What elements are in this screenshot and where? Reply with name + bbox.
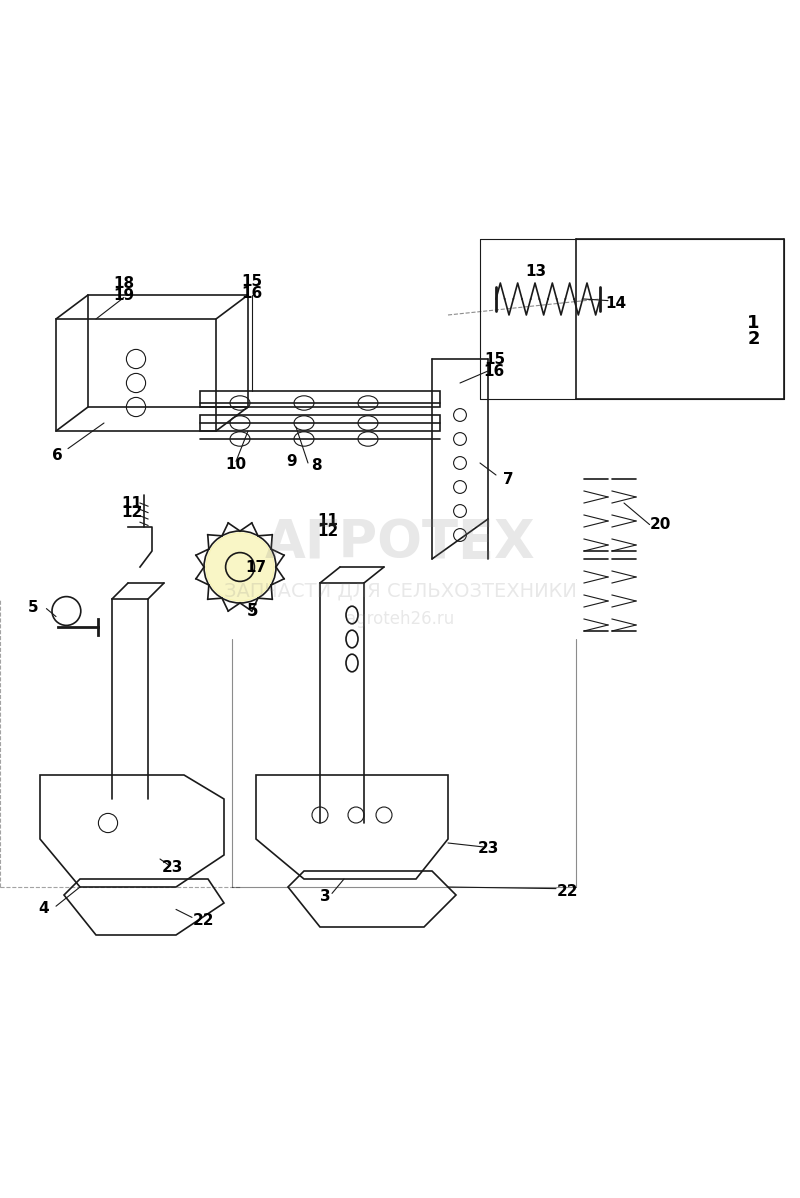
- Text: 22: 22: [194, 913, 214, 928]
- Text: agroteh26.ru: agroteh26.ru: [346, 610, 454, 628]
- Text: 3: 3: [320, 889, 331, 904]
- Text: 17: 17: [246, 559, 266, 575]
- Text: 23: 23: [162, 859, 182, 875]
- Text: 5: 5: [28, 599, 39, 615]
- Text: 19: 19: [114, 288, 134, 303]
- Text: 16: 16: [242, 286, 262, 301]
- Text: 7: 7: [502, 472, 514, 486]
- Text: 20: 20: [650, 518, 670, 532]
- Text: 5: 5: [246, 603, 258, 621]
- Text: 4: 4: [38, 901, 50, 916]
- Text: 12: 12: [122, 506, 142, 520]
- Text: 23: 23: [478, 841, 498, 857]
- Text: 11: 11: [318, 513, 338, 528]
- Text: 22: 22: [558, 883, 578, 898]
- Text: 10: 10: [226, 458, 246, 472]
- Text: 12: 12: [318, 524, 338, 538]
- Text: 14: 14: [606, 296, 626, 310]
- Text: 15: 15: [242, 274, 262, 289]
- Text: 15: 15: [484, 351, 505, 367]
- Text: 2: 2: [747, 329, 760, 347]
- Text: 8: 8: [310, 458, 322, 473]
- Text: ЗАПЧАСТИ ДЛЯ СЕЛЬХОЗТЕХНИКИ: ЗАПЧАСТИ ДЛЯ СЕЛЬХОЗТЕХНИКИ: [223, 581, 577, 600]
- Text: 16: 16: [484, 363, 505, 379]
- Text: 18: 18: [114, 276, 134, 290]
- Text: 6: 6: [52, 448, 63, 462]
- Text: АГРОТЕХ: АГРОТЕХ: [265, 518, 535, 569]
- Text: 11: 11: [122, 496, 142, 510]
- Text: 13: 13: [526, 264, 546, 278]
- Circle shape: [206, 533, 274, 601]
- Text: 1: 1: [747, 314, 760, 332]
- Text: 9: 9: [286, 454, 298, 468]
